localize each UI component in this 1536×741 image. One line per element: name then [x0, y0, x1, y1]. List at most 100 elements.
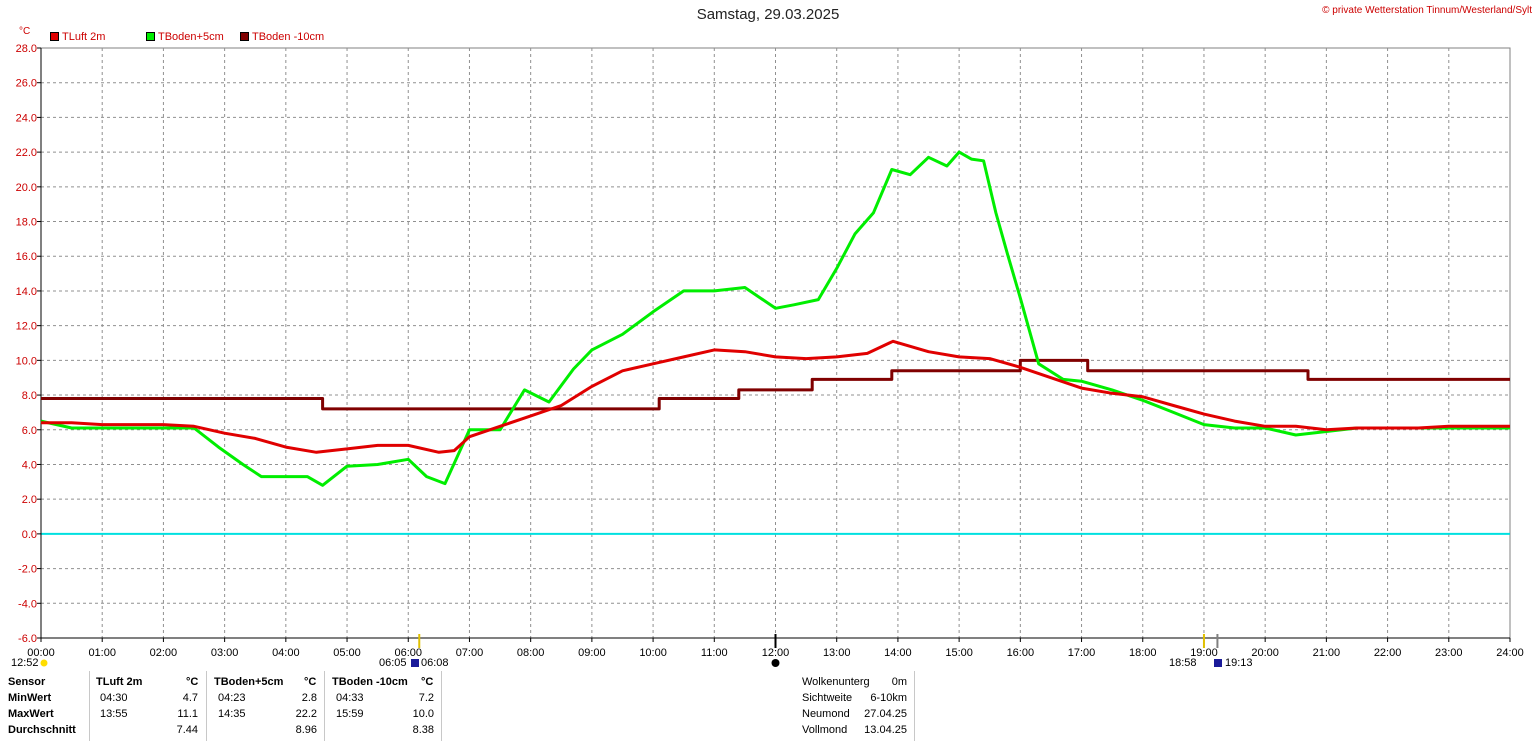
stats-value: 7.44 — [176, 724, 198, 736]
info-value: 27.04.25 — [864, 708, 907, 720]
legend-swatch — [146, 32, 155, 41]
info-value: 6-10km — [870, 692, 907, 704]
stats-header-col3: TBoden -10cm — [332, 676, 408, 688]
stats-header-col1: TLuft 2m — [96, 676, 143, 688]
moon-time-label: 12:52 — [11, 657, 39, 669]
stats-value: 11.1 — [177, 708, 198, 720]
y-tick-label: 14.0 — [16, 286, 37, 298]
x-tick-label: 16:00 — [1007, 647, 1035, 659]
x-tick-label: 21:00 — [1313, 647, 1341, 659]
x-tick-label: 03:00 — [211, 647, 239, 659]
dawn-time-label: 06:05 — [379, 657, 407, 669]
stats-value: 8.96 — [295, 724, 317, 736]
x-tick-label: 06:00 — [394, 647, 422, 659]
y-tick-label: 0.0 — [22, 529, 37, 541]
y-tick-label: 6.0 — [22, 425, 37, 437]
legend-item-tluft: TLuft 2m — [50, 31, 105, 43]
x-tick-label: 07:00 — [456, 647, 484, 659]
x-tick-label: 18:00 — [1129, 647, 1157, 659]
x-tick-label: 15:00 — [945, 647, 973, 659]
info-label: Sichtweite — [802, 692, 853, 704]
moon-icon — [771, 659, 780, 667]
y-tick-label: 2.0 — [22, 494, 37, 506]
y-tick-label: -6.0 — [18, 633, 37, 645]
stats-value: 22.2 — [295, 708, 317, 720]
x-tick-label: 10:00 — [639, 647, 667, 659]
stats-time: 04:33 — [336, 692, 364, 704]
stats-value: 2.8 — [301, 692, 317, 704]
x-tick-label: 14:00 — [884, 647, 912, 659]
x-tick-label: 08:00 — [517, 647, 545, 659]
stats-row-label: Durchschnitt — [8, 724, 76, 736]
x-tick-label: 01:00 — [88, 647, 116, 659]
y-tick-label: 4.0 — [22, 459, 37, 471]
stats-header-unit3: °C — [421, 676, 434, 688]
info-label: Vollmond — [802, 724, 848, 736]
x-tick-label: 05:00 — [333, 647, 361, 659]
x-tick-label: 04:00 — [272, 647, 300, 659]
y-tick-label: -2.0 — [18, 564, 37, 576]
stats-value: 10.0 — [412, 708, 434, 720]
table-divider — [206, 671, 207, 741]
x-tick-label: 19:00 — [1190, 647, 1218, 659]
dusk-time-label: 19:13 — [1225, 657, 1253, 669]
stats-time: 13:55 — [100, 708, 128, 720]
stats-header-col2: TBoden+5cm — [214, 676, 284, 688]
info-value: 13.04.25 — [864, 724, 907, 736]
y-tick-label: 20.0 — [16, 182, 37, 194]
table-divider — [324, 671, 325, 741]
series-line-tboden10 — [41, 358, 1510, 411]
y-tick-label: 28.0 — [16, 43, 37, 55]
stats-value: 8.38 — [412, 724, 434, 736]
stats-row-label: MinWert — [8, 692, 52, 704]
x-tick-label: 24:00 — [1496, 647, 1524, 659]
x-tick-label: 23:00 — [1435, 647, 1463, 659]
info-label: Neumond — [802, 708, 850, 720]
legend-label: TBoden+5cm — [158, 31, 224, 43]
table-divider — [914, 671, 915, 741]
series-line-tluft — [41, 339, 1510, 454]
info-label: Wolkenunterg — [802, 676, 870, 688]
x-tick-label: 20:00 — [1251, 647, 1279, 659]
stats-time: 15:59 — [336, 708, 364, 720]
x-tick-label: 00:00 — [27, 647, 55, 659]
sunrise-icon — [411, 659, 419, 667]
legend-label: TLuft 2m — [62, 31, 106, 43]
series-line-tboden5 — [40, 150, 1510, 487]
stats-time: 04:30 — [100, 692, 128, 704]
legend-swatch — [50, 32, 59, 41]
stats-value: 4.7 — [182, 692, 198, 704]
y-tick-label: 16.0 — [16, 251, 37, 263]
table-divider — [441, 671, 442, 741]
stats-header-unit1: °C — [186, 676, 199, 688]
stats-time: 14:35 — [218, 708, 246, 720]
y-tick-label: 8.0 — [22, 390, 37, 402]
x-tick-label: 11:00 — [701, 647, 728, 659]
chart-title: Samstag, 29.03.2025 — [696, 6, 840, 23]
y-tick-label: 12.0 — [16, 321, 37, 333]
x-tick-label: 02:00 — [150, 647, 178, 659]
legend-item-tboden10: TBoden -10cm — [240, 31, 324, 43]
x-tick-label: 22:00 — [1374, 647, 1402, 659]
sunset-icon — [1214, 659, 1222, 667]
stats-header-unit2: °C — [304, 676, 317, 688]
x-tick-label: 13:00 — [823, 647, 851, 659]
stats-time: 04:23 — [218, 692, 246, 704]
legend-item-tboden5: TBoden+5cm — [146, 31, 224, 43]
y-tick-label: 22.0 — [16, 147, 37, 159]
x-tick-label: 12:00 — [762, 647, 790, 659]
stats-row-label: MaxWert — [8, 708, 54, 720]
y-tick-label: 10.0 — [16, 355, 37, 367]
y-tick-label: -4.0 — [18, 598, 37, 610]
info-value: 0m — [891, 676, 907, 688]
sun-icon — [40, 659, 48, 667]
legend-swatch — [240, 32, 249, 41]
y-tick-label: 18.0 — [16, 217, 37, 229]
sunrise-time-label: 06:08 — [421, 657, 449, 669]
copyright-notice: © private Wetterstation Tinnum/Westerlan… — [1322, 5, 1532, 16]
y-axis-unit: °C — [19, 26, 31, 37]
y-tick-label: 24.0 — [16, 112, 37, 124]
stats-header-sensor: Sensor — [8, 676, 46, 688]
table-divider — [89, 671, 90, 741]
